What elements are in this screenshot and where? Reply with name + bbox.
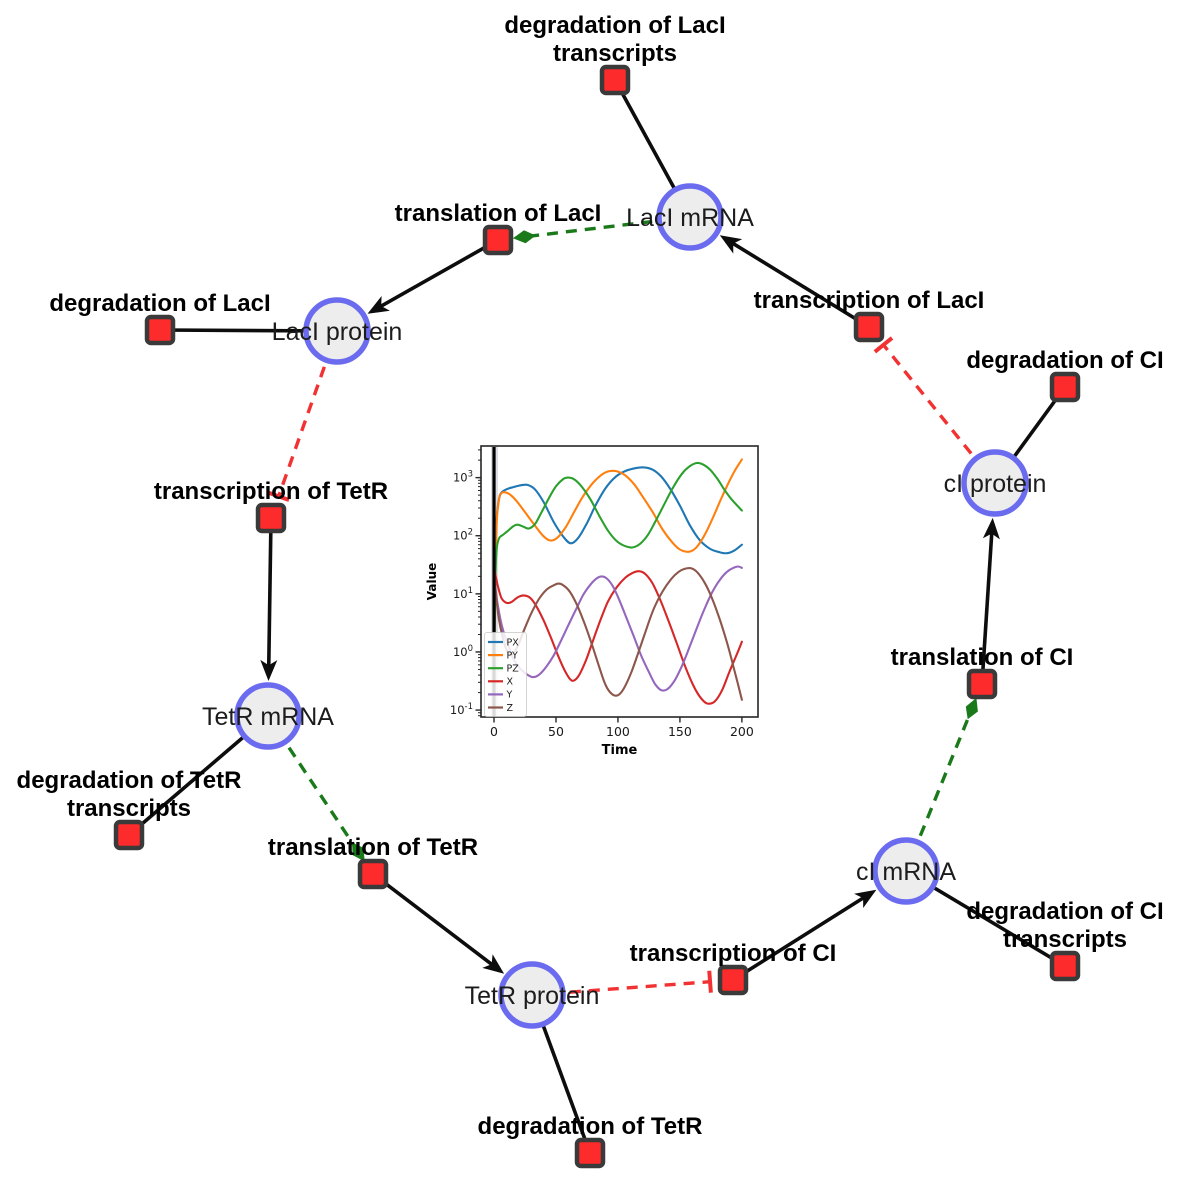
edge-production-tx-ci-to-ci-mrna: [732, 895, 866, 982]
reaction-label-translation-tetr: translation of TetR: [268, 834, 478, 861]
reaction-label-deg-ci: degradation of CI: [966, 347, 1163, 374]
x-tick-label: 100: [606, 724, 630, 739]
reaction-label-tx-laci: transcription of LacI: [754, 287, 985, 314]
reaction-node-tx-ci: [717, 964, 749, 996]
reaction-label-deg-tetr-transcripts: transcripts: [67, 795, 191, 822]
x-tick-label: 0: [490, 724, 498, 739]
species-node-ci-protein: [961, 449, 1029, 517]
species-label-laci-protein: LacI protein: [272, 318, 403, 346]
series-curve-Z: [492, 566, 743, 701]
reaction-node-deg-laci: [144, 314, 176, 346]
species-label-ci-protein: cI protein: [944, 470, 1047, 498]
species-node-laci-mrna: [656, 183, 724, 251]
reaction-node-tx-tetr: [255, 502, 287, 534]
legend-label-PY: PY: [507, 650, 519, 661]
edge-production-tx-tetr-to-tetr-mrna-arrowhead: [260, 659, 278, 681]
reaction-label-deg-laci-transcripts: transcripts: [553, 40, 677, 67]
reaction-node-translation-tetr: [357, 858, 389, 890]
legend-label-Z: Z: [507, 703, 514, 714]
x-axis-title: Time: [602, 743, 638, 758]
chart-curves: [492, 458, 743, 705]
reaction-label-deg-tetr: degradation of TetR: [478, 1113, 703, 1140]
edge-production-translation-ci-to-ci-protein-arrowhead: [982, 517, 1000, 540]
y-tick-label: 10-1: [450, 702, 473, 717]
reaction-label-deg-tetr-transcripts: degradation of TetR: [17, 767, 242, 794]
y-tick-label: 102: [453, 528, 473, 543]
timecourse-plot: 10-1 100 101 102 103 0 50 100 150 200 Time Value PX P…: [425, 445, 759, 758]
reaction-node-tx-laci: [853, 311, 885, 343]
edge-production-translation-tetr-to-tetr-protein-arrowhead: [482, 954, 505, 974]
species-node-tetr-protein: [498, 961, 566, 1029]
legend-label-PZ: PZ: [507, 664, 520, 675]
edge-production-translation-ci-to-ci-protein: [980, 531, 994, 685]
y-axis-title: Value: [425, 563, 439, 601]
reaction-node-deg-tetr: [574, 1137, 606, 1169]
legend-label-PX: PX: [507, 637, 520, 648]
legend-label-X: X: [507, 677, 514, 688]
reaction-node-deg-ci: [1049, 371, 1081, 403]
edge-inhibition-ci-protein-to-tx-laci-tbar: [873, 336, 894, 354]
species-label-tetr-protein: TetR protein: [465, 982, 600, 1010]
series-curve-PX: [492, 466, 743, 688]
series-curve-PY: [492, 458, 743, 694]
reaction-node-deg-laci-transcripts: [599, 64, 631, 96]
y-tick-label: 100: [453, 644, 473, 659]
y-tick-label: 101: [453, 586, 473, 601]
series-curve-X: [492, 566, 743, 705]
edge-catalysis-ci-mrna-to-translation-ci-arrowhead: [965, 697, 978, 720]
reaction-label-tx-tetr: transcription of TetR: [154, 478, 388, 505]
reaction-node-translation-ci: [966, 668, 998, 700]
edge-inhibition-tetr-protein-to-tx-ci-tbar: [707, 970, 713, 993]
reaction-label-deg-laci: degradation of LacI: [49, 290, 270, 317]
species-label-tetr-mrna: TetR mRNA: [202, 703, 334, 731]
species-label-laci-mrna: LacI mRNA: [626, 204, 754, 232]
edge-production-tx-ci-to-ci-mrna-arrowhead: [854, 889, 877, 908]
reaction-node-deg-tetr-transcripts: [113, 819, 145, 851]
edge-catalysis-tetr-mrna-to-translation-tetr-arrowhead: [352, 842, 365, 862]
x-tick-label: 50: [548, 724, 564, 739]
reaction-node-translation-laci: [482, 224, 514, 256]
reaction-label-translation-ci: translation of CI: [891, 644, 1074, 671]
y-tick-label: 103: [453, 470, 473, 485]
species-label-ci-mrna: cI mRNA: [856, 858, 956, 886]
legend-box: [484, 632, 527, 717]
reaction-label-translation-laci: translation of LacI: [395, 200, 602, 227]
species-node-laci-protein: [303, 297, 371, 365]
edge-inhibition-laci-protein-to-tx-tetr-tbar: [267, 490, 290, 502]
reaction-label-tx-ci: transcription of CI: [630, 940, 837, 967]
legend-label-Y: Y: [506, 690, 513, 701]
axes-frame: [480, 445, 759, 718]
edge-production-tx-laci-to-laci-mrna-arrowhead: [719, 235, 743, 254]
reaction-node-deg-ci-transcripts: [1049, 950, 1081, 982]
nodes-layer: [113, 64, 1081, 1169]
species-node-ci-mrna: [872, 837, 940, 905]
x-tick-label: 200: [730, 724, 754, 739]
reaction-label-deg-ci-transcripts: degradation of CI: [966, 898, 1163, 925]
edge-production-tx-laci-to-laci-mrna: [730, 241, 870, 329]
edge-catalysis-laci-mrna-to-translation-laci-arrowhead: [512, 230, 536, 244]
series-curve-PZ: [492, 461, 743, 684]
reaction-label-deg-ci-transcripts: transcripts: [1003, 926, 1127, 953]
edge-production-translation-laci-to-laci-protein-arrowhead: [367, 296, 390, 314]
x-tick-label: 150: [668, 724, 692, 739]
edge-production-tx-tetr-to-tetr-mrna: [266, 517, 273, 668]
edge-production-translation-tetr-to-tetr-protein: [371, 872, 495, 967]
labels-layer: degradation of LacItranscriptstranslatio…: [17, 12, 1164, 1140]
species-node-tetr-mrna: [234, 682, 302, 750]
edge-production-translation-laci-to-laci-protein: [378, 238, 499, 309]
reaction-label-deg-laci-transcripts: degradation of LacI: [504, 12, 725, 39]
